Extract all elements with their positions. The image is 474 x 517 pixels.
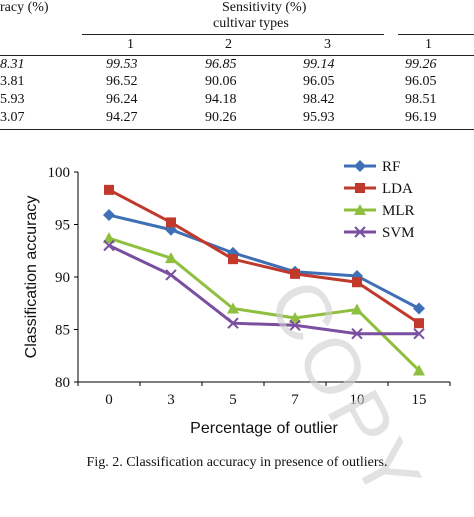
data-point-mlr [413, 364, 425, 376]
sensitivity-cell: 96.19 [405, 110, 437, 125]
data-point-mlr [165, 252, 177, 264]
cultivar-types-subheader: cultivar types [213, 16, 289, 31]
series-lines [108, 188, 421, 372]
x-tick-label: 0 [105, 392, 113, 408]
data-point-svm [351, 327, 363, 340]
sensitivity-cell: 98.51 [405, 92, 437, 107]
x-tick-label: 15 [412, 392, 427, 408]
legend-label: LDA [382, 181, 413, 197]
sensitivity-cell: 96.05 [405, 74, 437, 89]
data-point-svm [227, 317, 239, 329]
x-tick-label: 7 [291, 392, 299, 408]
x-tick-label: 10 [350, 392, 365, 408]
y-tick-label: 100 [48, 165, 71, 181]
series-line-lda [108, 188, 420, 325]
x-ticks: 0 3 5 7 10 15 [77, 382, 451, 408]
series-line-mlr [108, 236, 421, 372]
data-point-lda [166, 217, 176, 228]
subheader-rule [82, 34, 384, 35]
legend-label: MLR [382, 203, 415, 219]
data-point-rf [413, 302, 425, 315]
legend-marker [354, 204, 366, 215]
classification-accuracy-chart: 80 85 90 95 100 0 3 5 7 10 15 Classification accu… [23, 159, 451, 437]
x-tick-label: 3 [167, 392, 175, 408]
legend-marker [354, 226, 366, 238]
sensitivity-cell: 99.26 [405, 57, 437, 72]
legend-label: SVM [382, 225, 415, 241]
table-bottom-rule [0, 129, 474, 130]
data-point-rf [103, 209, 115, 222]
accuracy-cell: 3.81 [0, 74, 25, 89]
sensitivity-cell: 95.93 [303, 110, 335, 125]
accuracy-cell: 8.31 [0, 57, 25, 72]
data-point-lda [414, 318, 424, 329]
data-point-mlr [103, 232, 115, 244]
y-axis-label: Classification accuracy [23, 196, 40, 359]
sensitivity-cell: 90.06 [205, 74, 237, 89]
data-point-svm [103, 239, 115, 252]
sensitivity-cell: 99.53 [106, 57, 138, 72]
data-point-svm [289, 319, 301, 332]
data-point-rf [227, 246, 239, 259]
sensitivity-cell: 96.85 [205, 57, 237, 72]
y-tick-label: 80 [55, 375, 70, 391]
data-point-lda [228, 254, 238, 265]
sensitivity-cell: 98.42 [303, 92, 335, 107]
header-rule [0, 55, 474, 56]
data-point-lda [352, 277, 362, 288]
data-point-lda [104, 184, 114, 195]
series-line-svm [108, 244, 419, 336]
data-point-mlr [227, 302, 239, 314]
sensitivity-cell: 96.05 [303, 74, 335, 89]
y-tick-label: 90 [55, 270, 70, 286]
y-tick-label: 95 [55, 218, 70, 234]
column-number-2: 2 [225, 37, 232, 52]
sensitivity-cell: 99.14 [303, 57, 335, 72]
sensitivity-cell: 90.26 [205, 110, 237, 125]
accuracy-cell: 5.93 [0, 92, 25, 107]
data-point-lda [290, 268, 300, 279]
column-number-4: 1 [425, 37, 432, 52]
subheader-rule-right [398, 34, 474, 35]
chart-legend: RF LDA MLR SVM [344, 159, 415, 241]
x-tick-label: 5 [229, 392, 237, 408]
data-point-svm [165, 269, 177, 281]
data-point-mlr [289, 311, 301, 323]
sensitivity-cell: 96.52 [106, 74, 138, 89]
sensitivity-cell: 96.24 [106, 92, 138, 107]
data-point-svm [413, 327, 425, 340]
column-number-3: 3 [324, 37, 331, 52]
data-point-mlr [351, 303, 363, 315]
sensitivity-cell: 94.18 [205, 92, 237, 107]
legend-marker [355, 183, 365, 193]
accuracy-column-header: racy (%) [0, 0, 49, 15]
series-line-rf [108, 213, 420, 310]
series-markers [103, 184, 425, 376]
x-axis-label: Percentage of outlier [190, 420, 338, 437]
y-ticks: 80 85 90 95 100 [48, 165, 78, 391]
legend-marker [354, 160, 366, 172]
accuracy-cell: 3.07 [0, 110, 25, 125]
sensitivity-cell: 94.27 [106, 110, 138, 125]
figure-caption: Fig. 2. Classification accuracy in prese… [86, 455, 388, 470]
legend-label: RF [382, 159, 400, 175]
y-tick-label: 85 [55, 323, 70, 339]
column-number-1: 1 [127, 37, 134, 52]
data-point-rf [351, 269, 363, 282]
sensitivity-header: Sensitivity (%) [222, 0, 307, 15]
